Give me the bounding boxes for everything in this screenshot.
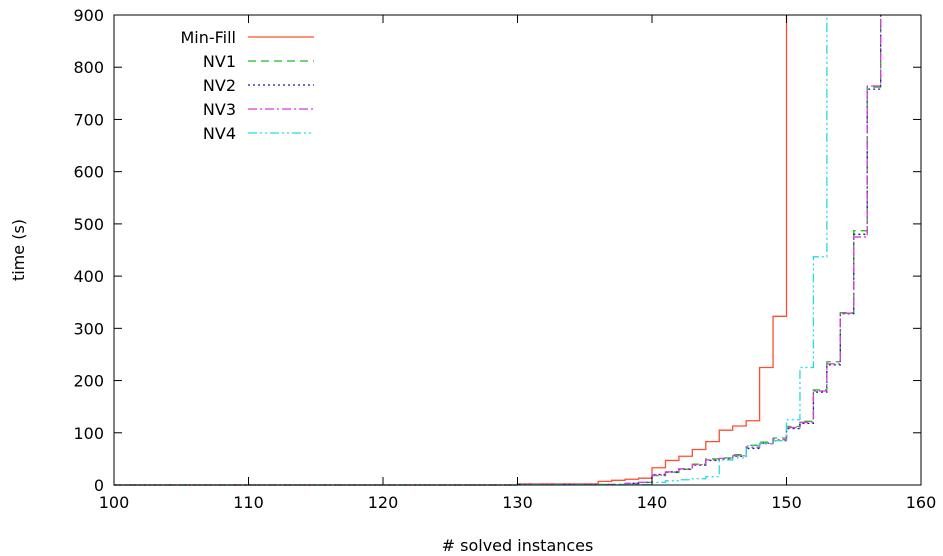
y-tick-label: 100	[73, 424, 104, 443]
y-tick-label: 600	[73, 163, 104, 182]
x-tick-label: 120	[368, 493, 399, 512]
x-tick-label: 140	[637, 493, 668, 512]
y-tick-label: 200	[73, 372, 104, 391]
series-line-min-fill	[114, 15, 788, 486]
y-tick-label: 400	[73, 267, 104, 286]
x-tick-label: 150	[771, 493, 802, 512]
legend-label-min-fill: Min-Fill	[180, 28, 236, 47]
legend-label-nv1: NV1	[203, 52, 236, 71]
legend-label-nv3: NV3	[203, 100, 236, 119]
y-axis-label: time (s)	[9, 219, 28, 281]
x-tick-label: 160	[906, 493, 937, 512]
y-tick-label: 0	[94, 476, 104, 495]
legend-label-nv2: NV2	[203, 76, 236, 95]
legend-label-nv4: NV4	[203, 124, 236, 143]
y-tick-label: 300	[73, 319, 104, 338]
y-tick-label: 500	[73, 215, 104, 234]
y-tick-label: 900	[73, 6, 104, 25]
axis-ticks-group: 100 110 120 130 140 150 1600100200300400500600…	[73, 6, 936, 512]
legend: Min-Fill NV1 NV2 NV3 NV4	[180, 28, 314, 143]
x-tick-label: 110	[233, 493, 264, 512]
y-tick-label: 700	[73, 110, 104, 129]
x-tick-label: 130	[502, 493, 533, 512]
series-line-nv4	[114, 15, 828, 486]
x-tick-label: 100	[99, 493, 130, 512]
x-axis-label: # solved instances	[442, 536, 594, 555]
y-tick-label: 800	[73, 58, 104, 77]
